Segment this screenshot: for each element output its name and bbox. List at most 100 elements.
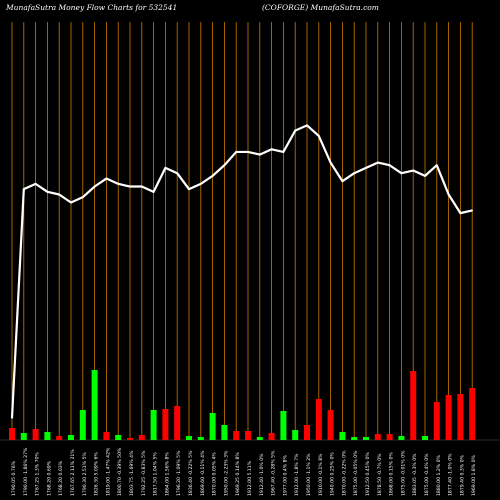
money-flow-bar xyxy=(150,410,157,440)
price-point xyxy=(93,185,96,188)
price-point xyxy=(471,209,474,212)
price-point xyxy=(318,135,320,137)
money-flow-bar xyxy=(422,436,428,440)
money-flow-bar xyxy=(79,410,86,440)
money-flow-bar xyxy=(292,430,299,440)
money-flow-bar xyxy=(197,437,204,440)
x-tick-label: 1950.00 -1.1% 2% xyxy=(306,453,312,496)
price-point xyxy=(270,148,273,151)
price-point xyxy=(117,183,119,185)
price-point xyxy=(223,164,226,167)
x-tick-label: 1910.00 -0.1% 8% xyxy=(318,453,324,496)
x-tick-label: 1883.05 -0.3% 0% xyxy=(412,453,418,496)
price-point xyxy=(11,417,13,419)
money-flow-bar xyxy=(315,399,322,440)
price-point xyxy=(365,167,367,169)
money-flow-bar xyxy=(91,370,98,440)
money-flow-bar xyxy=(68,435,74,440)
x-tick-label: 1864.00 1.56% 8% xyxy=(164,452,170,496)
price-point xyxy=(282,151,285,153)
price-point xyxy=(129,185,131,188)
price-point xyxy=(329,161,332,164)
money-flow-bar xyxy=(20,433,27,440)
money-flow-bar xyxy=(398,436,405,440)
x-tick-label: 1870.00 -0.22% 0% xyxy=(341,450,347,496)
price-point xyxy=(412,169,415,172)
money-flow-bar xyxy=(374,434,381,440)
x-tick-label: 1880.00 1.2% 0% xyxy=(436,454,442,496)
money-flow-bar xyxy=(9,428,15,440)
money-flow-bar xyxy=(327,410,334,440)
money-flow-bar xyxy=(410,371,417,440)
money-flow-bar xyxy=(138,435,145,440)
money-flow-bar xyxy=(457,394,464,440)
x-tick-label: 1878.50 -0.7% 0% xyxy=(377,453,383,496)
money-flow-bar xyxy=(280,411,287,440)
money-flow-bar xyxy=(162,409,169,440)
x-tick-label: 1868.00 0.15% 0% xyxy=(389,452,395,496)
price-point xyxy=(235,151,237,153)
money-flow-bar xyxy=(127,438,133,440)
money-flow-bar xyxy=(209,413,216,440)
x-tick-label: 1877.40 -1.0% 0% xyxy=(448,453,454,496)
money-flow-bar xyxy=(245,431,251,440)
x-tick-label: 1977.00 0.4% 8% xyxy=(282,454,288,496)
x-tick-label: 1836.40 -0.22% 5% xyxy=(188,450,194,496)
x-tick-label: 1912.00 5.11% xyxy=(247,460,253,496)
x-tick-label: 1800.70 -0.39% 50% xyxy=(117,447,123,496)
price-point xyxy=(306,124,308,127)
x-tick-label: 1796.20 -1.09% 5% xyxy=(176,450,182,496)
x-tick-label: 1790.30 2.51% 5% xyxy=(82,452,88,496)
x-tick-label: 1768.20 0.69% xyxy=(46,460,52,496)
chart-title: MunafaSutra Money Flow Charts for 532541 xyxy=(6,3,178,12)
x-tick-label: 1969.00 1.8% 0% xyxy=(471,454,477,496)
x-tick-label: 1879.40 0.3% 0% xyxy=(459,454,465,496)
x-tick-label: 1969.25 0.14% 8% xyxy=(235,452,241,496)
price-point xyxy=(164,167,167,169)
x-tick-label: 1817.50 1.04% 5% xyxy=(153,452,159,496)
money-flow-bar xyxy=(115,435,122,440)
price-point xyxy=(70,201,72,204)
price-line xyxy=(10,124,473,419)
x-tick-label: 1870.00 0.05% 4% xyxy=(212,452,218,496)
price-point xyxy=(176,172,178,175)
money-flow-bar xyxy=(268,433,275,440)
x-tick-label: 1875.00 -0.05% 0% xyxy=(353,450,359,496)
money-flow-bar xyxy=(221,425,228,440)
price-point xyxy=(447,193,450,196)
chart-subtitle: (COFORGE) MunafaSutra.com xyxy=(262,3,379,12)
price-point xyxy=(46,191,49,193)
price-point xyxy=(377,161,379,164)
price-point xyxy=(459,212,462,214)
x-tick-label: 1826.30 5.09% 6% xyxy=(94,452,100,496)
money-flow-bar xyxy=(186,436,192,440)
x-tick-label: 1912.00 -1.8% 7% xyxy=(294,453,300,496)
money-flow-bar xyxy=(351,437,358,440)
money-flow-bar xyxy=(103,432,110,440)
x-tick-label: 1967.40 -0.28% 5% xyxy=(271,450,277,496)
price-point xyxy=(23,188,25,190)
price-point xyxy=(424,175,426,177)
money-flow-bar xyxy=(339,432,346,440)
x-tick-label: 1767.65 2.11% 21% xyxy=(70,449,76,496)
x-tick-label: 1950.00 -2.23% 3% xyxy=(223,450,229,496)
price-point xyxy=(58,193,60,196)
money-flow-bar xyxy=(386,434,393,440)
x-tick-label: 1767.25 1.3% 70% xyxy=(35,452,41,496)
price-point xyxy=(436,164,438,167)
money-flow-bar xyxy=(363,437,369,440)
x-tick-label: 1875.00 -0.01% 0% xyxy=(400,450,406,496)
price-point xyxy=(400,172,403,175)
price-point xyxy=(152,191,155,193)
money-flow-bar xyxy=(256,437,263,440)
price-point xyxy=(341,180,344,182)
money-flow-bar xyxy=(174,406,181,440)
price-point xyxy=(105,177,108,180)
money-flow-bar xyxy=(56,436,63,440)
price-point xyxy=(259,153,261,156)
money-flow-bar xyxy=(32,429,39,440)
price-point xyxy=(141,185,143,188)
x-tick-label: 1790.05 0.76% xyxy=(11,460,17,496)
x-tick-label: 1912.40 -1.0% 0% xyxy=(259,453,265,496)
